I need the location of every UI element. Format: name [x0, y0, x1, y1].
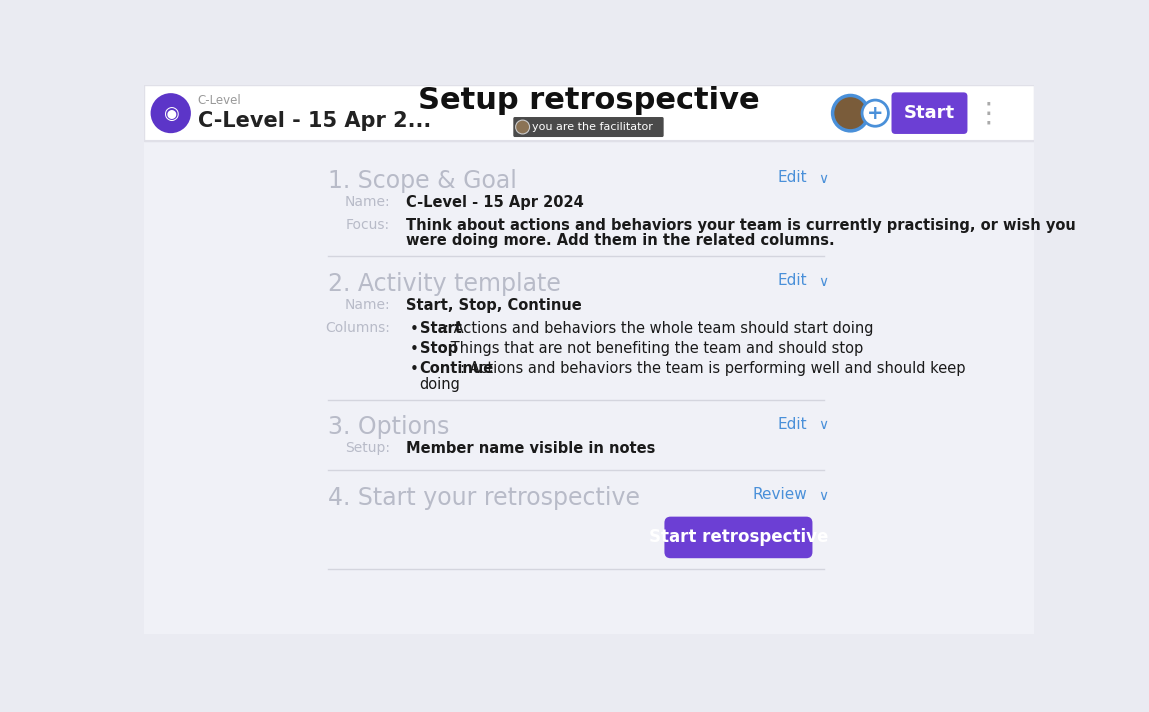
Text: C-Level - 15 Apr 2024: C-Level - 15 Apr 2024: [406, 195, 584, 210]
Text: Focus:: Focus:: [346, 218, 390, 232]
Text: Setup:: Setup:: [345, 441, 390, 455]
Text: Columns:: Columns:: [325, 321, 390, 335]
Text: +: +: [867, 105, 884, 123]
Text: doing: doing: [419, 377, 461, 392]
Text: Review: Review: [753, 488, 807, 503]
Text: Member name visible in notes: Member name visible in notes: [406, 441, 655, 456]
Text: Edit: Edit: [778, 417, 807, 431]
Text: 4. Start your retrospective: 4. Start your retrospective: [329, 486, 640, 510]
Text: •: •: [409, 362, 418, 377]
Text: : Actions and behaviors the whole team should start doing: : Actions and behaviors the whole team s…: [445, 321, 874, 336]
Circle shape: [862, 100, 888, 126]
Text: Start retrospective: Start retrospective: [649, 528, 828, 546]
Text: •: •: [409, 322, 418, 337]
Circle shape: [151, 93, 191, 133]
Text: Start: Start: [904, 104, 955, 122]
Text: Think about actions and behaviors your team is currently practising, or wish you: Think about actions and behaviors your t…: [406, 218, 1075, 233]
Text: : Things that are not benefiting the team and should stop: : Things that are not benefiting the tea…: [441, 341, 864, 356]
FancyBboxPatch shape: [892, 93, 967, 134]
Circle shape: [833, 95, 869, 131]
Circle shape: [516, 120, 530, 134]
Text: Start, Stop, Continue: Start, Stop, Continue: [406, 298, 581, 313]
FancyBboxPatch shape: [514, 117, 664, 137]
Text: C-Level - 15 Apr 2...: C-Level - 15 Apr 2...: [198, 111, 431, 131]
Text: Edit: Edit: [778, 273, 807, 288]
Text: Stop: Stop: [419, 341, 457, 356]
Text: were doing more. Add them in the related columns.: were doing more. Add them in the related…: [406, 234, 834, 248]
Text: Setup retrospective: Setup retrospective: [418, 86, 759, 115]
Text: 2. Activity template: 2. Activity template: [329, 272, 561, 295]
Text: Name:: Name:: [345, 298, 390, 312]
Text: ◉: ◉: [163, 105, 178, 123]
Text: ∨: ∨: [818, 172, 828, 186]
FancyBboxPatch shape: [664, 517, 812, 558]
Text: ∨: ∨: [818, 418, 828, 432]
Text: Edit: Edit: [778, 170, 807, 185]
Text: you are the facilitator: you are the facilitator: [532, 122, 653, 132]
Text: •: •: [409, 342, 418, 357]
Text: C-Level: C-Level: [198, 95, 241, 108]
Text: Start: Start: [419, 321, 462, 336]
Text: ∨: ∨: [818, 489, 828, 503]
FancyBboxPatch shape: [144, 141, 1034, 634]
Text: 3. Options: 3. Options: [329, 415, 449, 439]
Text: Name:: Name:: [345, 195, 390, 209]
Text: Continue: Continue: [419, 361, 494, 376]
FancyBboxPatch shape: [144, 85, 1034, 141]
Text: : Actions and behaviors the team is performing well and should keep: : Actions and behaviors the team is perf…: [460, 361, 965, 376]
Text: ∨: ∨: [818, 275, 828, 289]
Text: 1. Scope & Goal: 1. Scope & Goal: [329, 169, 517, 193]
Text: ⋮: ⋮: [974, 100, 1002, 128]
